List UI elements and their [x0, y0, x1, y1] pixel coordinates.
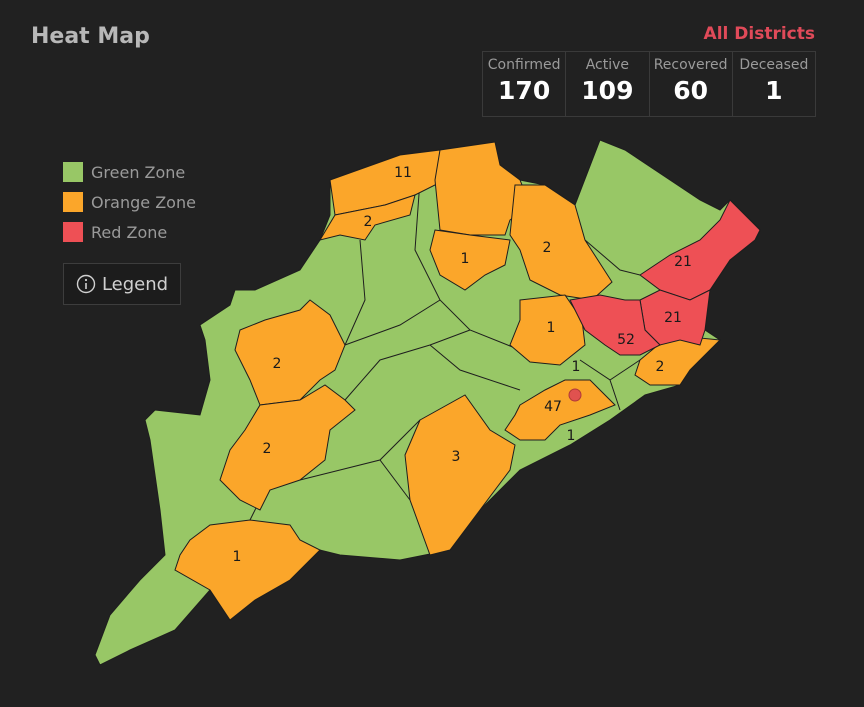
district-count: 2	[543, 240, 552, 256]
stat-label: Active	[585, 57, 630, 73]
stat-label: Deceased	[739, 57, 809, 73]
legend-label: Red Zone	[91, 222, 168, 242]
legend-button-label: Legend	[101, 273, 169, 295]
stat-cell: Confirmed 170	[483, 52, 567, 116]
district	[504, 379, 616, 441]
district-count: 2	[364, 214, 373, 230]
stat-cell: Deceased 1	[733, 52, 815, 116]
legend-swatch	[63, 192, 83, 212]
district	[219, 384, 356, 511]
legend-label: Green Zone	[91, 162, 186, 182]
legend-swatch	[63, 162, 83, 182]
district	[318, 194, 416, 241]
district	[404, 394, 516, 556]
title: Heat Map	[31, 24, 150, 49]
legend-label: Orange Zone	[91, 192, 196, 212]
stat-value: 60	[673, 76, 709, 105]
district-count: 2	[656, 359, 665, 375]
district-count: 1	[567, 428, 576, 444]
district-count: 21	[674, 254, 692, 270]
legend-button[interactable]: Legend	[63, 263, 181, 305]
district	[569, 294, 661, 356]
district-count: 2	[263, 441, 272, 457]
district-count: 47	[544, 399, 562, 415]
district-count: 21	[664, 310, 682, 326]
stat-cell: Recovered 60	[650, 52, 733, 116]
stat-label: Confirmed	[487, 57, 561, 73]
district-count: 52	[617, 332, 635, 348]
district-count: 1	[547, 320, 556, 336]
stat-value: 1	[765, 76, 783, 105]
district	[509, 294, 586, 366]
stat-value: 109	[581, 76, 634, 105]
district	[434, 141, 531, 236]
district-count: 1	[461, 251, 470, 267]
stat-label: Recovered	[653, 57, 728, 73]
district	[174, 519, 321, 621]
legend: Green Zone Orange Zone Red Zone	[63, 157, 196, 247]
district	[429, 229, 511, 291]
district-count: 1	[233, 549, 242, 565]
legend-item: Green Zone	[63, 157, 196, 187]
stat-cell: Active 109	[566, 52, 650, 116]
district-count: 11	[394, 165, 412, 181]
district-count: 3	[452, 449, 461, 465]
legend-swatch	[63, 222, 83, 242]
stat-value: 170	[498, 76, 551, 105]
legend-item: Orange Zone	[63, 187, 196, 217]
district-count: 2	[273, 356, 282, 372]
legend-item: Red Zone	[63, 217, 196, 247]
district-count: 1	[572, 359, 581, 375]
district	[234, 299, 346, 406]
district-filter[interactable]: All Districts	[703, 24, 815, 44]
state-base	[94, 139, 761, 666]
stats-table: Confirmed 170 Active 109 Recovered 60 Deceased…	[482, 51, 816, 117]
info-icon	[76, 274, 96, 294]
capital-marker	[568, 388, 582, 402]
